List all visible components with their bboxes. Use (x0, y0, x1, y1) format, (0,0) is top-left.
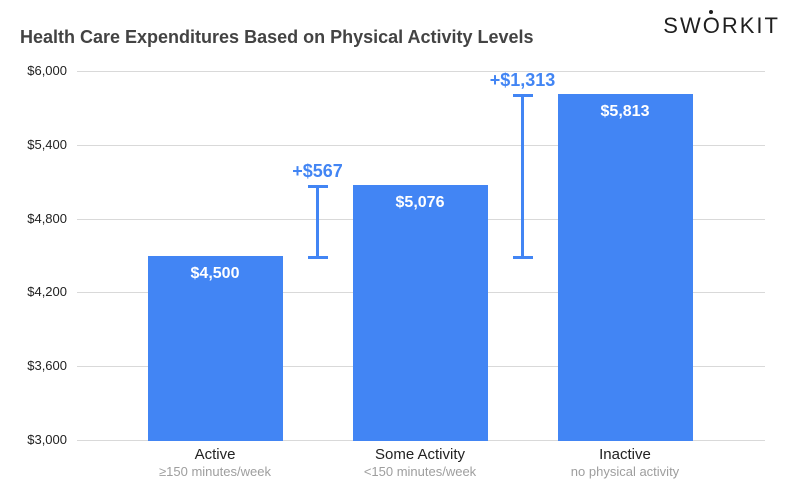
y-axis-tick-label: $5,400 (27, 136, 67, 152)
logo-text-post: RKIT (721, 13, 780, 38)
category-sublabel: ≥150 minutes/week (159, 464, 271, 479)
y-axis-tick-label: $6,000 (27, 63, 67, 78)
y-axis-tick-label: $4,800 (27, 210, 67, 226)
y-axis-tick-label: $3,600 (27, 358, 67, 374)
bar-active: $4,500 (147, 255, 283, 441)
sworkit-logo: SW ORKIT (663, 10, 780, 39)
bar-some-activity: $5,076 (352, 184, 488, 441)
logo-stopwatch-dot-icon (709, 10, 714, 14)
category-label-active: Active ≥150 minutes/week (115, 446, 315, 479)
bar-value-label: $5,076 (395, 193, 445, 211)
category-name: Inactive (599, 446, 651, 463)
y-axis-tick-label: $3,000 (27, 432, 67, 447)
annotation-difference-label: +$1,313 (489, 70, 556, 90)
category-label-some-activity: Some Activity <150 minutes/week (320, 446, 520, 479)
category-label-inactive: Inactive no physical activity (525, 446, 725, 479)
annotation-line (316, 184, 319, 259)
gridline (77, 144, 765, 146)
logo-text-pre: SW (663, 13, 703, 38)
category-sublabel: <150 minutes/week (363, 464, 477, 479)
bar-value-label: $4,500 (190, 264, 240, 282)
annotation-difference-label: +$567 (292, 160, 343, 181)
gridline (77, 71, 765, 72)
bar-value-label: $5,813 (600, 103, 650, 120)
bar-inactive: $5,813 (557, 94, 693, 441)
annotation-line (521, 94, 524, 259)
y-axis-tick-label: $4,200 (27, 284, 67, 300)
chart-title: Health Care Expenditures Based on Physic… (20, 27, 534, 47)
category-sublabel: no physical activity (570, 464, 680, 479)
category-name: Some Activity (374, 446, 466, 463)
category-name: Active (194, 446, 236, 463)
logo-letter-o: O (703, 10, 722, 39)
